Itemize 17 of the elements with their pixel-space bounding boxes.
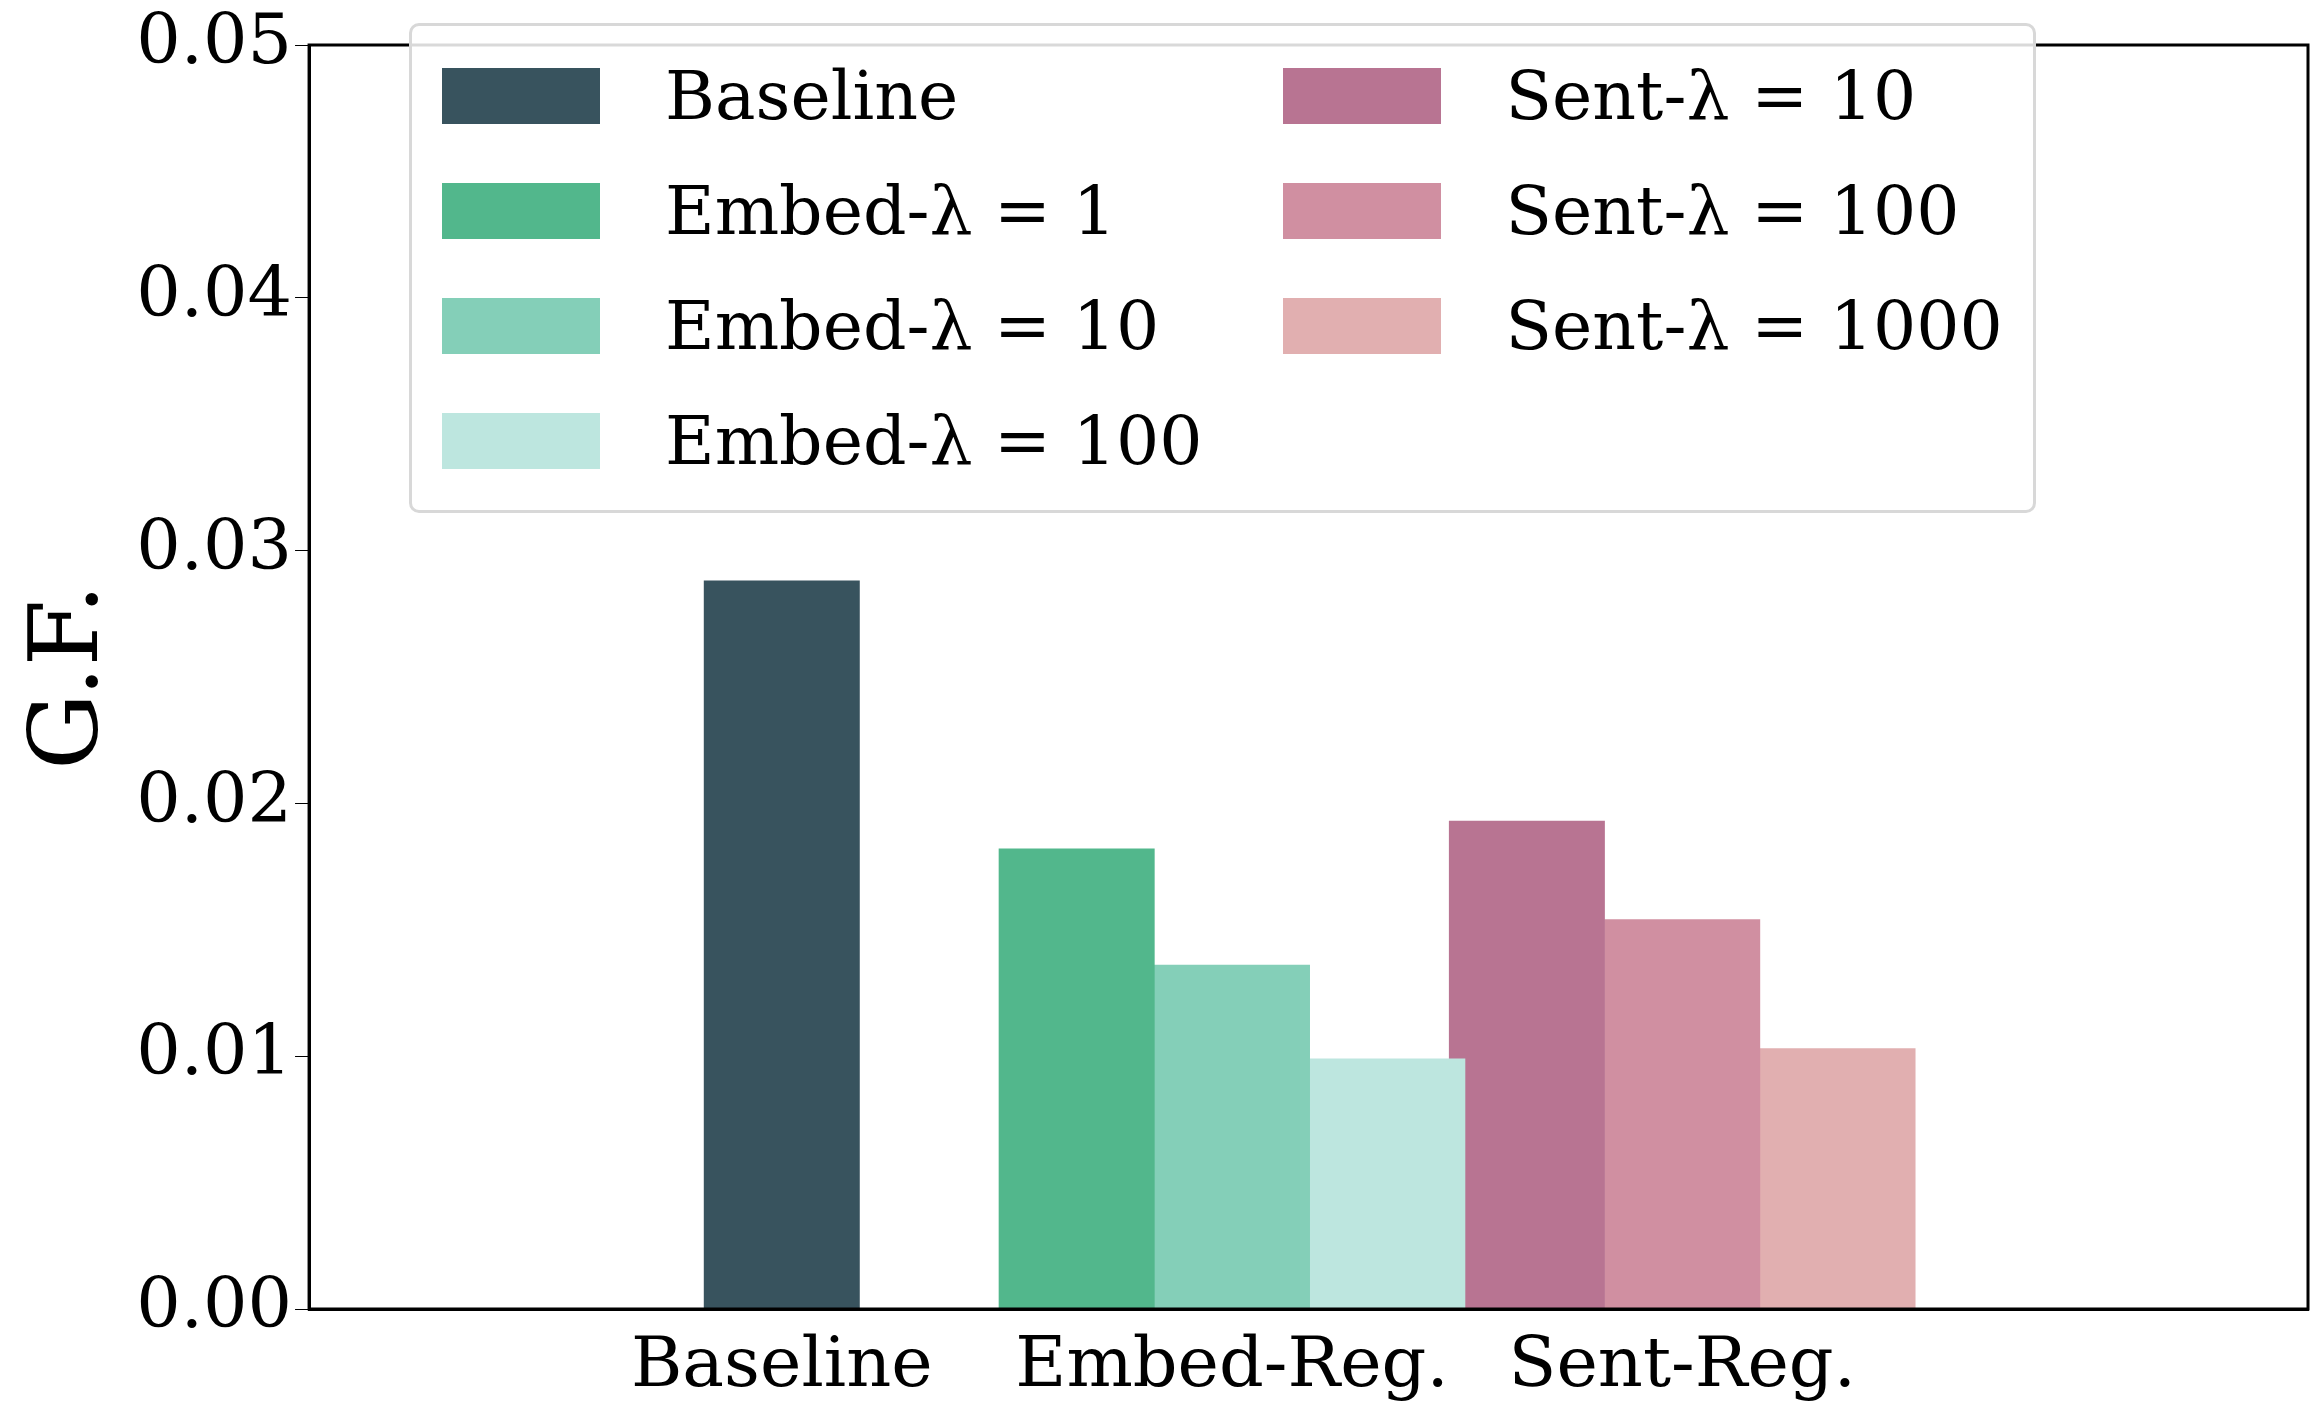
x-tick-label: Baseline — [630, 1321, 933, 1404]
legend-label: Sent-λ = 100 — [1505, 171, 1960, 250]
legend-label: Sent-λ = 1000 — [1505, 286, 2003, 365]
legend-label: Embed-λ = 1 — [665, 171, 1116, 250]
legend-label: Embed-λ = 10 — [665, 286, 1160, 365]
y-tick-label: 0.02 — [136, 756, 293, 839]
y-tick-label: 0.05 — [136, 0, 293, 81]
y-tick-label: 0.01 — [136, 1009, 293, 1092]
x-tick-label: Embed-Reg. — [1015, 1321, 1449, 1404]
legend-label: Baseline — [665, 56, 959, 135]
y-tick-label: 0.04 — [136, 250, 293, 333]
y-tick-label: 0.00 — [136, 1262, 293, 1345]
y-tick-label: 0.03 — [136, 503, 293, 586]
legend-label: Embed-λ = 100 — [665, 401, 1203, 480]
y-axis-title: G.F. — [7, 584, 120, 770]
legend-label: Sent-λ = 10 — [1505, 56, 1917, 135]
x-tick-label: Sent-Reg. — [1508, 1321, 1856, 1404]
